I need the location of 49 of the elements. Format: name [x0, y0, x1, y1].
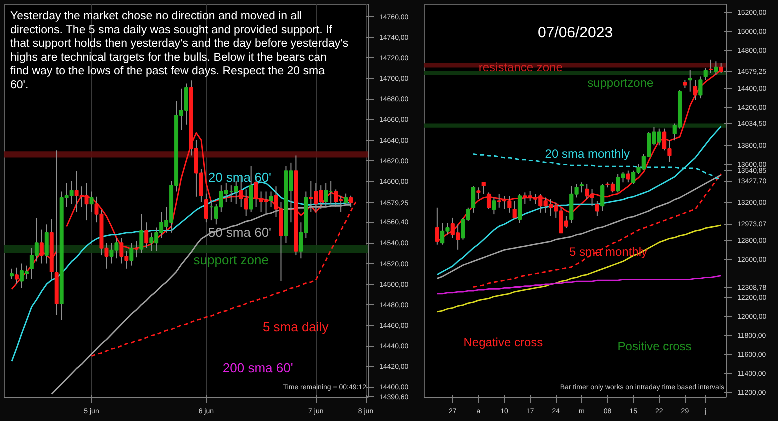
- candlestick: [140, 214, 144, 254]
- candlestick: [693, 80, 698, 101]
- line-series: [472, 173, 722, 288]
- candlestick: [130, 242, 134, 266]
- candlestick: [714, 61, 718, 76]
- candlestick: [708, 59, 714, 74]
- line-series: [436, 126, 722, 276]
- candlestick: [580, 182, 584, 194]
- candlestick: [492, 197, 496, 216]
- candlestick: [204, 193, 208, 224]
- candlestick: [476, 187, 481, 200]
- line-series: [91, 201, 357, 358]
- candlestick: [626, 170, 630, 184]
- annotation: resistance zone: [478, 60, 564, 74]
- candlestick: [90, 191, 94, 213]
- candlestick: [269, 191, 274, 208]
- annotation: Negative cross: [464, 335, 544, 350]
- annotation: 20 sma monthly: [545, 146, 630, 161]
- candlestick: [249, 166, 254, 213]
- candlestick: [471, 186, 476, 214]
- candlestick: [600, 184, 605, 212]
- annotation: support zone: [194, 252, 269, 268]
- candlestick: [512, 200, 517, 220]
- text: Yesterday the market chose no direction and moved in all directions. The 5 sma daily was sought and provided support. If that support holds then yesterday's and the day before yesterday's highs are technical targets for the bulls. Below it the bears can find way to the lows of the past few days. Respect the 20 sma 60'.: [10, 10, 349, 92]
- candlestick: [10, 268, 14, 280]
- candlestick: [14, 267, 19, 285]
- candlestick: [698, 76, 703, 100]
- text: 07/06/2023: [538, 24, 614, 42]
- candlestick: [688, 69, 692, 92]
- annotation: 200 sma 60': [222, 360, 294, 376]
- annotation: Positive cross: [618, 339, 692, 354]
- candlestick: [704, 68, 708, 81]
- candlestick: [486, 192, 492, 210]
- line-series: [436, 275, 722, 295]
- candlestick: [40, 229, 44, 264]
- candlestick: [234, 180, 238, 205]
- candlestick: [44, 224, 49, 264]
- candlestick: [144, 222, 149, 249]
- line-series: [436, 174, 722, 280]
- annotation: 5 sma daily: [262, 319, 330, 334]
- candlestick: [344, 193, 348, 207]
- annotation: supportzone: [588, 76, 654, 90]
- candlestick: [595, 200, 600, 217]
- line-series: [11, 182, 352, 362]
- candlestick: [324, 183, 328, 208]
- candlestick: [134, 240, 139, 258]
- candlestick: [482, 182, 486, 195]
- line-series: [436, 224, 722, 313]
- candlestick: [518, 194, 522, 224]
